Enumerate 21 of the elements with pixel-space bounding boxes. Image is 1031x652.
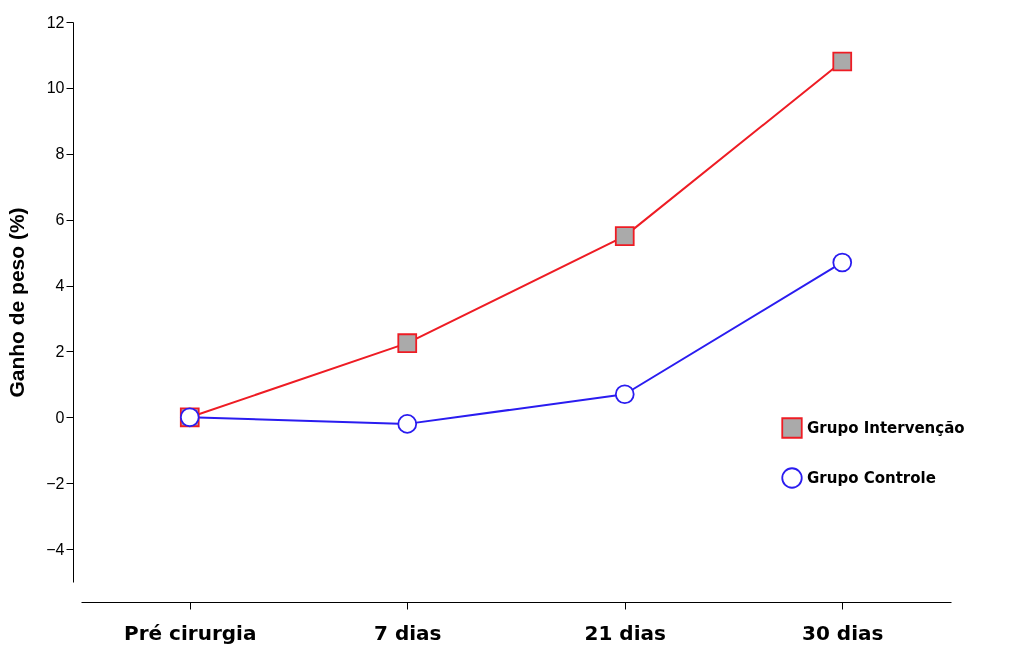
legend-label: Grupo Intervenção xyxy=(807,419,965,437)
point xyxy=(397,333,418,354)
point xyxy=(397,414,418,434)
y-tick-label: 12 xyxy=(46,13,65,31)
x-tick-label: 7 dias xyxy=(374,620,442,645)
x-tick-label: 30 dias xyxy=(802,620,884,645)
point xyxy=(614,384,635,405)
y-tick-label: 2 xyxy=(55,342,65,360)
point xyxy=(614,226,635,246)
legend-label: Grupo Controle xyxy=(807,469,936,487)
point xyxy=(832,51,853,72)
x-tick-label: 21 dias xyxy=(584,620,666,645)
y-tick-label: 8 xyxy=(55,145,65,163)
y-tick-label: 0 xyxy=(55,408,65,426)
y-tick-label: −4 xyxy=(46,540,65,558)
y-axis-title: Ganho de peso (%) xyxy=(5,207,29,398)
y-tick-label: 4 xyxy=(55,277,65,295)
y-tick-label: 6 xyxy=(55,211,65,229)
x-tick-label: Pré cirurgia xyxy=(124,620,257,645)
y-tick-label: −2 xyxy=(46,474,65,492)
y-tick-label: 10 xyxy=(46,79,65,97)
